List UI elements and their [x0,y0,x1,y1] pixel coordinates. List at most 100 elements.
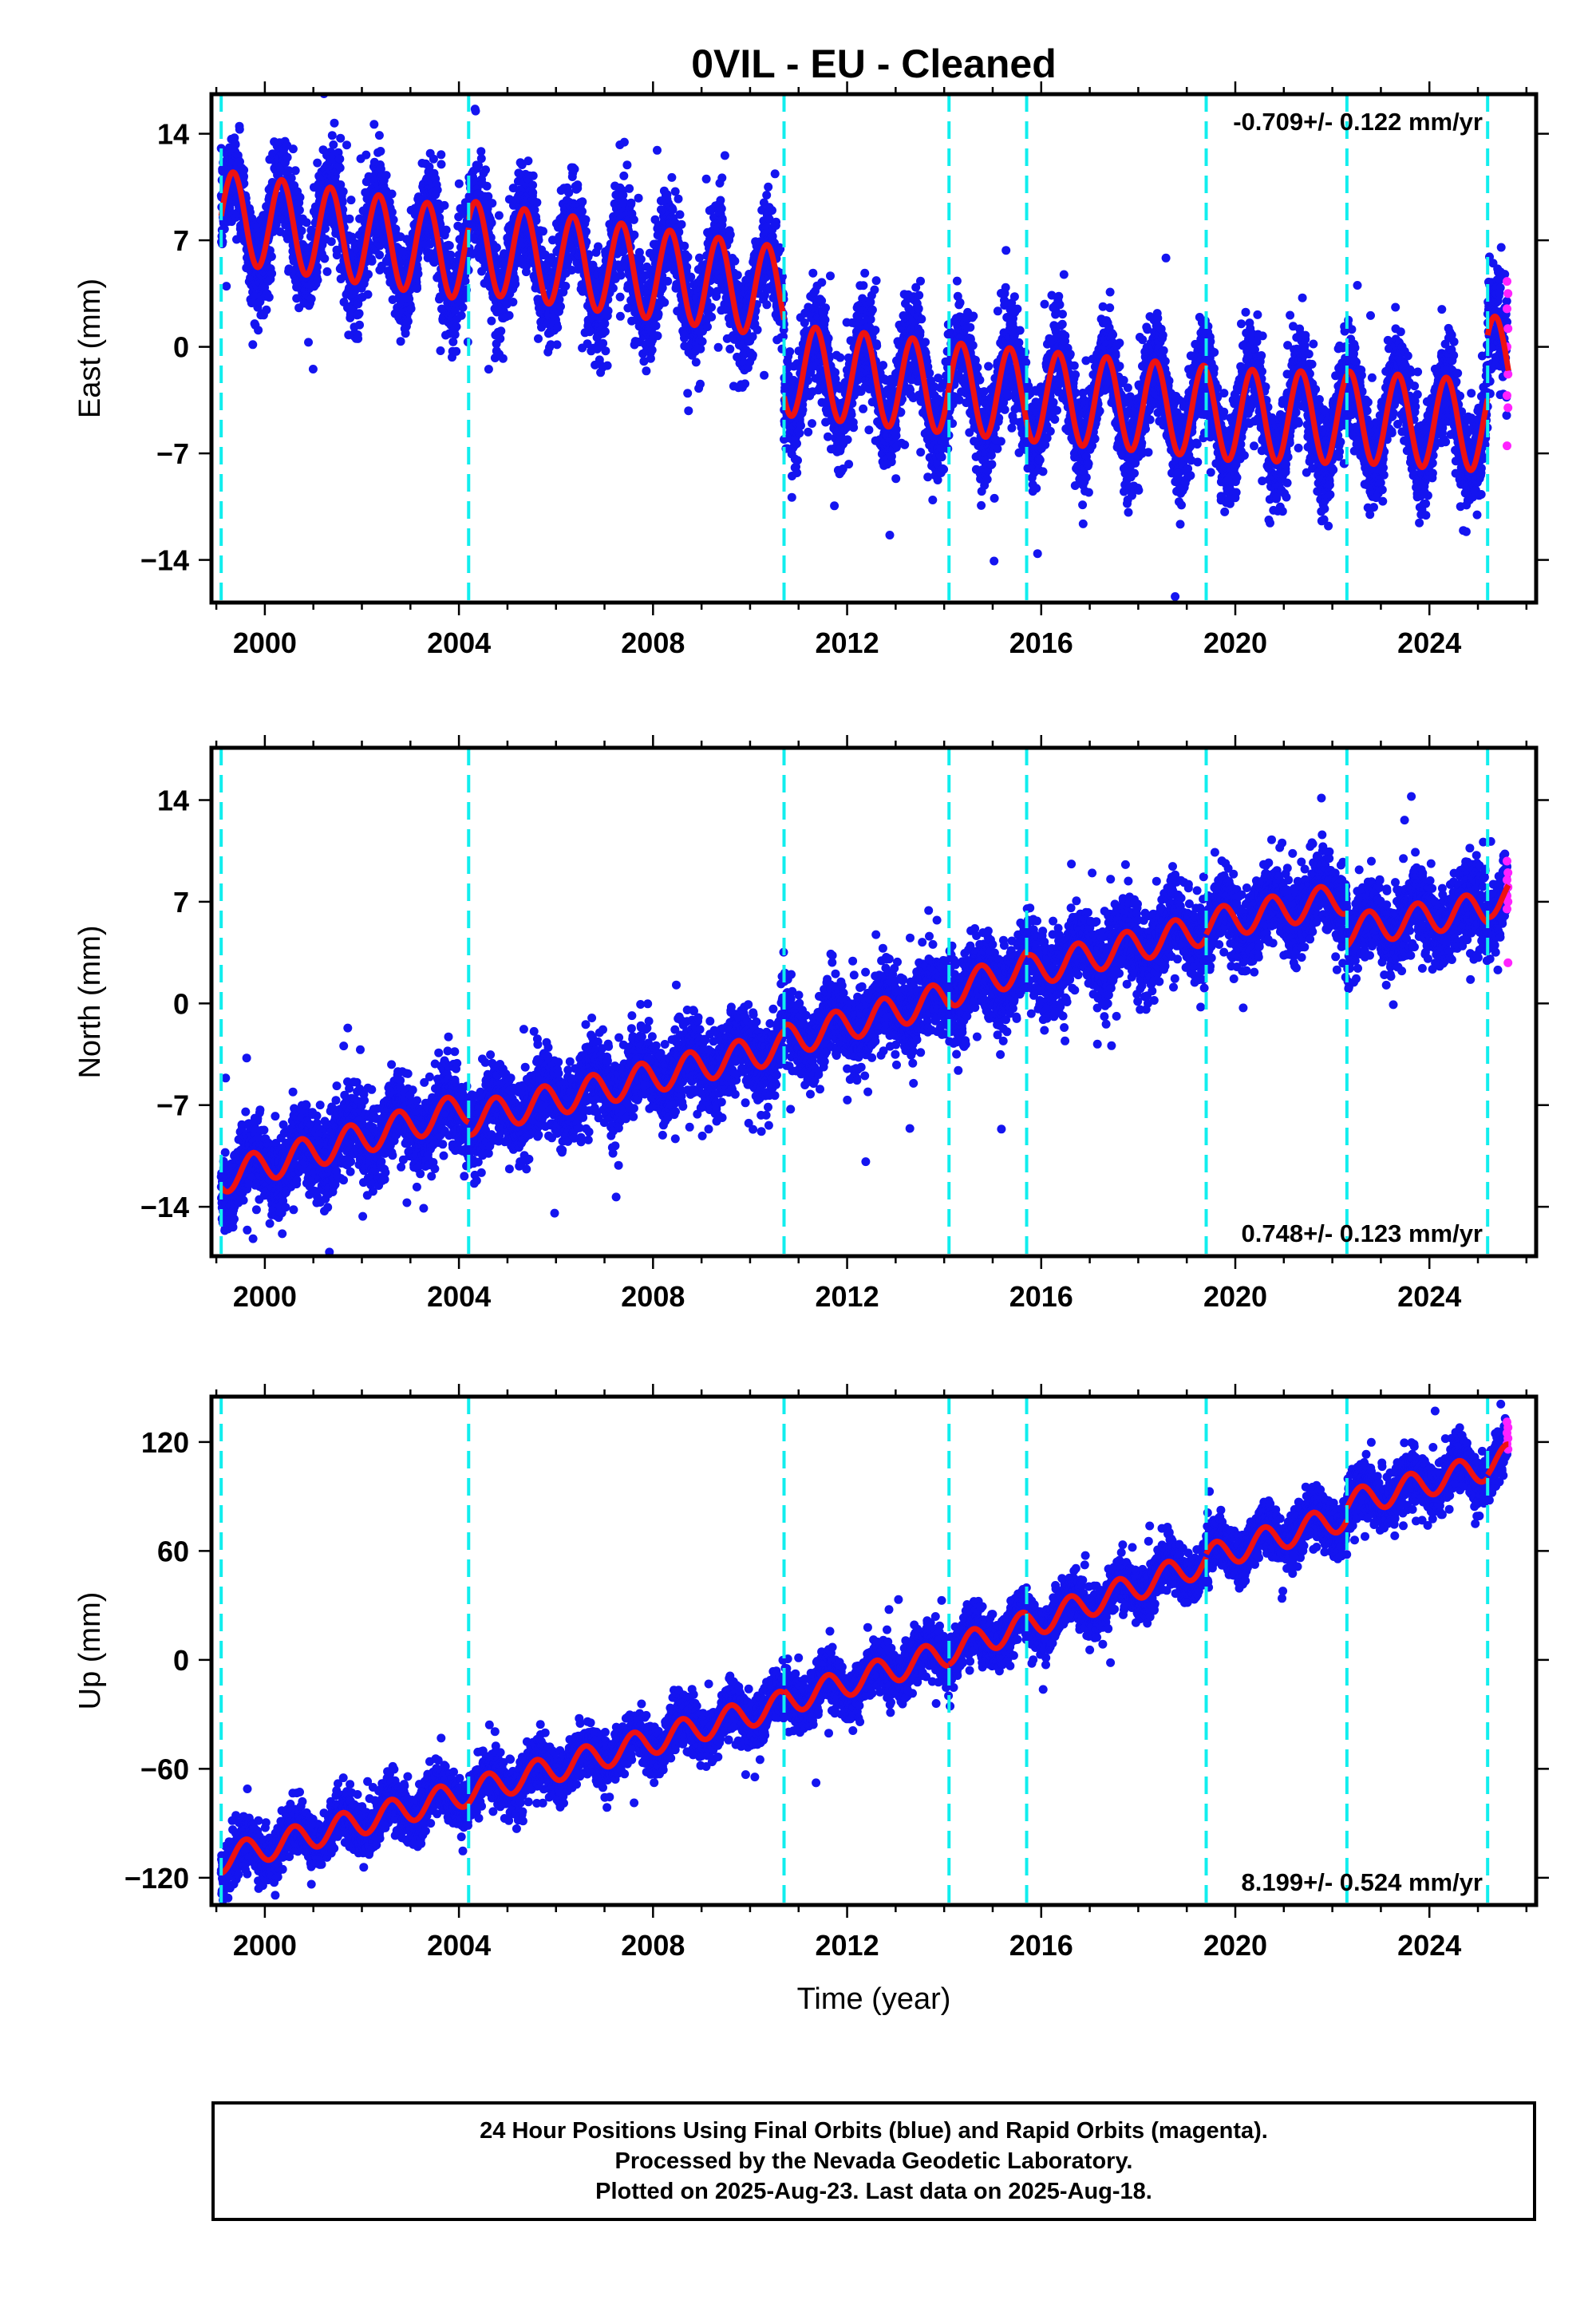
final-orbit-point [523,156,533,166]
final-orbit-point [762,191,772,200]
final-orbit-point [320,254,330,263]
final-orbit-point [847,410,856,419]
final-orbit-point [860,268,870,278]
final-orbit-point [701,174,711,184]
final-orbit-point [231,140,240,149]
final-orbit-point [879,361,888,370]
final-orbit-point [674,194,683,204]
final-orbit-point [313,275,322,285]
final-orbit-point [713,342,723,352]
final-orbit-point [647,346,657,355]
final-orbit-point [615,311,625,321]
final-orbit-point [492,243,501,252]
final-orbit-point [406,304,416,314]
final-orbit-point [361,150,371,160]
final-orbit-point [683,389,693,398]
final-orbit-point [508,298,518,306]
final-orbit-point [487,316,496,326]
final-orbit-point [448,337,458,346]
final-orbit-point [824,334,833,343]
final-orbit-point [528,171,538,180]
final-orbit-point [308,365,318,373]
final-orbit-point [826,271,835,281]
final-orbit-point [284,166,294,176]
final-orbit-point [354,309,364,318]
final-orbit-point [867,305,877,314]
final-orbit-point [570,164,579,174]
final-orbit-point [660,298,670,307]
final-orbit-point [391,224,401,234]
final-orbit-point [578,207,587,216]
final-orbit-point [375,251,385,259]
final-orbit-point [441,225,451,235]
final-orbit-point [313,158,322,168]
final-orbit-point [534,334,543,343]
final-orbit-point [667,172,677,182]
final-orbit-point [302,218,311,227]
final-orbit-point [730,256,740,266]
final-orbit-point [792,439,801,449]
final-orbit-point [436,346,445,355]
final-orbit-point [808,268,818,278]
final-orbit-point [821,303,830,313]
final-orbit-point [330,118,339,128]
final-orbit-point [511,279,520,289]
final-orbit-point [804,427,813,437]
final-orbit-point [484,365,493,374]
final-orbit-point [668,205,678,215]
panel-east: 2000 2004 2008 2012 2016 2020 20241470−7−14Eas… [73,81,1549,659]
final-orbit-point [697,337,707,346]
final-orbit-point [239,172,248,181]
final-orbit-point [824,432,832,441]
final-orbit-point [707,302,716,312]
final-orbit-point [696,344,705,354]
final-orbit-point [437,160,446,169]
final-orbit-point [239,165,249,175]
final-orbit-point [772,217,780,227]
final-orbit-point [870,285,879,294]
final-orbit-point [494,211,504,220]
final-orbit-point [452,322,461,331]
final-orbit-point [482,181,492,191]
final-orbit-point [798,405,808,415]
final-orbit-point [653,145,662,155]
final-orbit-point [653,331,662,341]
final-orbit-point [476,154,486,164]
final-orbit-point [843,435,852,445]
final-orbit-point [717,204,726,213]
final-orbit-point [267,269,277,279]
final-orbit-point [374,131,384,140]
final-orbit-point [646,354,655,363]
final-orbit-point [335,154,345,164]
final-orbit-point [481,165,490,175]
final-orbit-point [450,330,460,339]
final-orbit-point [684,406,693,416]
final-orbit-point [696,379,705,389]
final-orbit-point [396,337,405,346]
final-orbit-point [528,180,538,190]
final-orbit-point [332,251,342,260]
final-orbit-point [654,310,663,319]
final-orbit-point [504,310,514,320]
final-orbit-point [748,350,757,360]
final-orbit-point [297,226,306,235]
final-orbit-point [768,206,776,215]
final-orbit-point [625,184,634,193]
final-orbit-point [387,207,397,217]
final-orbit-point [532,198,542,207]
final-orbit-point [682,263,692,272]
final-orbit-point [602,361,612,370]
final-orbit-point [336,133,346,143]
final-orbit-point [433,185,442,195]
final-orbit-point [267,252,276,261]
final-orbit-point [677,219,686,229]
final-orbit-point [836,353,845,362]
final-orbit-point [787,492,796,502]
final-orbit-point [553,322,563,332]
final-orbit-point [792,468,802,477]
final-orbit-point [626,198,636,207]
final-orbit-point [619,171,629,180]
final-orbit-point [651,321,661,330]
final-orbit-point [222,282,231,291]
